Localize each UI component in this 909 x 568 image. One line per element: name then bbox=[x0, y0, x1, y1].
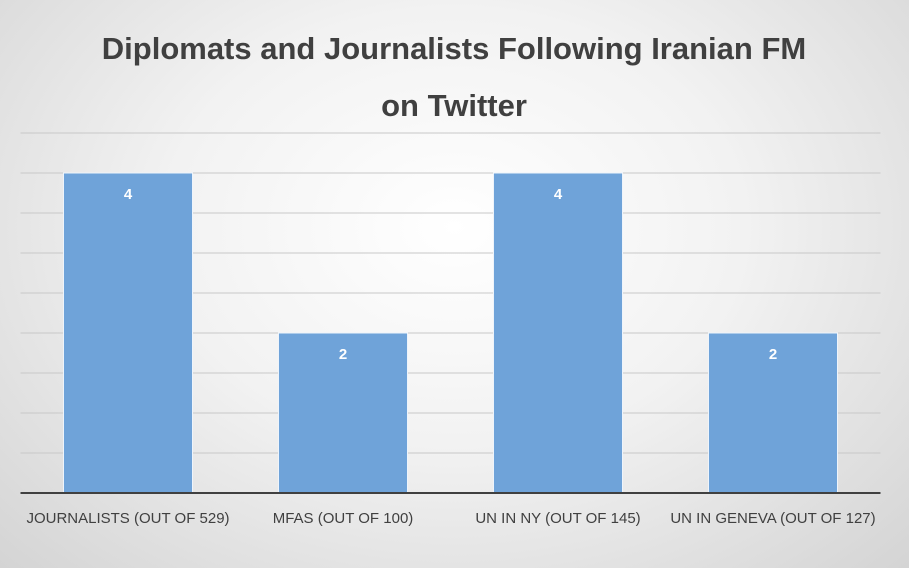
bar bbox=[708, 332, 838, 494]
x-tick-label: MFAS (OUT OF 100) bbox=[272, 510, 414, 527]
chart-title: Diplomats and Journalists Following Iran… bbox=[101, 31, 807, 124]
data-label: 2 bbox=[339, 346, 347, 363]
bar bbox=[278, 332, 408, 494]
bar bbox=[493, 172, 623, 494]
x-tick-label: UN IN NY (OUT OF 145) bbox=[475, 510, 641, 527]
x-tick-label: UN IN GENEVA (OUT OF 127) bbox=[670, 510, 876, 527]
bar bbox=[63, 172, 193, 494]
x-tick-label: JOURNALISTS (OUT OF 529) bbox=[26, 510, 230, 527]
data-label: 4 bbox=[124, 186, 133, 203]
data-label: 4 bbox=[554, 186, 563, 203]
data-label: 2 bbox=[769, 346, 777, 363]
